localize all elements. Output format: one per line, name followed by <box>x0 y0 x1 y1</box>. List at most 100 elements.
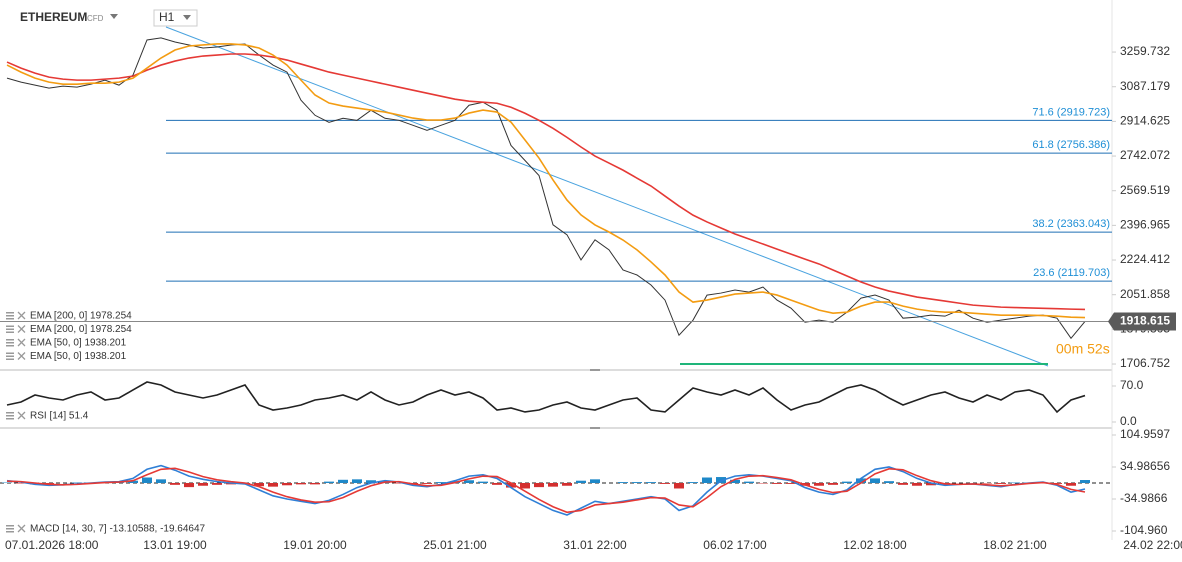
fib-label: 71.6 (2919.723) <box>1032 106 1110 118</box>
legend-entry: EMA [200, 0] 1978.254 <box>30 311 132 322</box>
legend-menu-icon <box>6 318 14 320</box>
legend-close-icon <box>17 311 26 320</box>
legend-menu-icon <box>6 531 14 533</box>
legend-close-icon <box>17 325 26 333</box>
histogram-bar <box>576 480 586 483</box>
histogram-bar <box>842 481 852 483</box>
histogram-bar <box>898 482 908 485</box>
fib-label: 23.6 (2119.703) <box>1033 267 1110 279</box>
series-line <box>6 37 1086 340</box>
histogram-bar <box>534 482 544 488</box>
x-tick-label: 24.02 22:00 <box>1123 538 1182 552</box>
series-line <box>6 467 1086 514</box>
histogram-bar <box>856 478 866 483</box>
legend-close-icon <box>17 524 26 533</box>
histogram-bar <box>646 482 656 483</box>
histogram-bar <box>884 481 894 483</box>
histogram-bar <box>212 482 222 485</box>
instrument[interactable]: ETHEREUM <box>20 10 87 24</box>
histogram-bar <box>660 482 670 484</box>
histogram-bar <box>674 482 684 489</box>
legend-menu-icon <box>6 325 14 327</box>
histogram-bar <box>1080 480 1090 483</box>
y-tick-label: 3259.732 <box>1120 44 1170 58</box>
legend-menu-icon <box>6 415 14 417</box>
legend-close-icon <box>17 411 26 420</box>
histogram-bar <box>296 482 306 485</box>
histogram-bar <box>996 482 1006 484</box>
x-tick-label: 07.01.2026 18:00 <box>5 538 99 552</box>
timeframe[interactable]: H1 <box>159 10 175 24</box>
x-tick-label: 31.01 22:00 <box>563 538 627 552</box>
legend-menu-icon <box>6 525 14 527</box>
fib-label: 38.2 (2363.043) <box>1032 218 1110 230</box>
last-price-badge <box>1108 312 1176 331</box>
histogram-bar <box>170 482 180 485</box>
histogram-bar <box>422 482 432 484</box>
histogram-bar <box>338 479 348 483</box>
histogram-bar <box>184 482 194 488</box>
histogram-bar <box>926 482 936 486</box>
histogram-bar <box>1052 482 1062 484</box>
legend-entry: RSI [14] 51.4 <box>30 411 89 422</box>
histogram-bar <box>814 482 824 486</box>
histogram-bar <box>828 482 838 485</box>
histogram-bar <box>156 479 166 483</box>
resize-handle[interactable] <box>590 369 600 371</box>
y-tick-label: 34.98656 <box>1120 459 1170 473</box>
histogram-bar <box>520 482 530 489</box>
legend-menu-icon <box>6 355 14 357</box>
legend-menu-icon <box>6 339 14 341</box>
histogram-bar <box>44 482 54 484</box>
histogram-bar <box>870 478 880 483</box>
dropdown-arrow[interactable] <box>183 15 191 20</box>
series-line <box>6 53 1086 311</box>
histogram-bar <box>366 480 376 483</box>
histogram-bar <box>632 482 642 483</box>
y-tick-label: -104.960 <box>1120 523 1168 537</box>
legend-entry: EMA [50, 0] 1938.201 <box>30 351 127 362</box>
last-price-label: 1918.615 <box>1120 314 1170 328</box>
legend-menu-icon <box>6 418 14 420</box>
y-tick-label: 3087.179 <box>1120 79 1170 93</box>
histogram-bar <box>282 482 292 486</box>
histogram-bar <box>548 482 558 487</box>
trend-line[interactable] <box>165 26 1049 367</box>
legend-entry: EMA [200, 0] 1978.254 <box>30 324 132 335</box>
histogram-bar <box>562 482 572 486</box>
histogram-bar <box>730 479 740 483</box>
y-tick-label: 2742.072 <box>1120 148 1170 162</box>
histogram-bar <box>786 482 796 484</box>
y-tick-label: 2051.858 <box>1120 287 1170 301</box>
legend-close-icon <box>17 338 26 347</box>
legend-menu-icon <box>6 315 14 317</box>
timeframe-box[interactable] <box>153 9 198 27</box>
legend-menu-icon <box>6 328 14 330</box>
y-tick-label: 1706.752 <box>1120 356 1170 370</box>
legend-entry: EMA [50, 0] 1938.201 <box>30 338 127 349</box>
histogram-bar <box>310 482 320 485</box>
histogram-bar <box>198 482 208 486</box>
series-line <box>6 43 1086 319</box>
y-tick-label: 104.9597 <box>1120 427 1170 441</box>
histogram-bar <box>506 482 516 488</box>
y-tick-label: -34.9866 <box>1120 491 1168 505</box>
legend-menu-icon <box>6 352 14 354</box>
histogram-bar <box>912 482 922 486</box>
dropdown-arrow[interactable] <box>110 14 118 19</box>
x-tick-label: 18.02 21:00 <box>983 538 1047 552</box>
histogram-bar <box>702 477 712 483</box>
histogram-bar <box>590 479 600 483</box>
x-tick-label: 06.02 17:00 <box>703 538 767 552</box>
legend-menu-icon <box>6 412 14 414</box>
y-tick-label: 2914.625 <box>1120 114 1170 128</box>
histogram-bar <box>254 482 264 487</box>
legend-entry: MACD [14, 30, 7] -13.10588, -19.64647 <box>30 524 206 535</box>
fib-label: 61.8 (2756.386) <box>1032 139 1110 151</box>
series-line <box>6 381 1086 414</box>
instrument-type: CFD <box>87 14 104 23</box>
legend-menu-icon <box>6 358 14 360</box>
resize-handle[interactable] <box>590 427 600 429</box>
histogram-bar <box>464 480 474 483</box>
